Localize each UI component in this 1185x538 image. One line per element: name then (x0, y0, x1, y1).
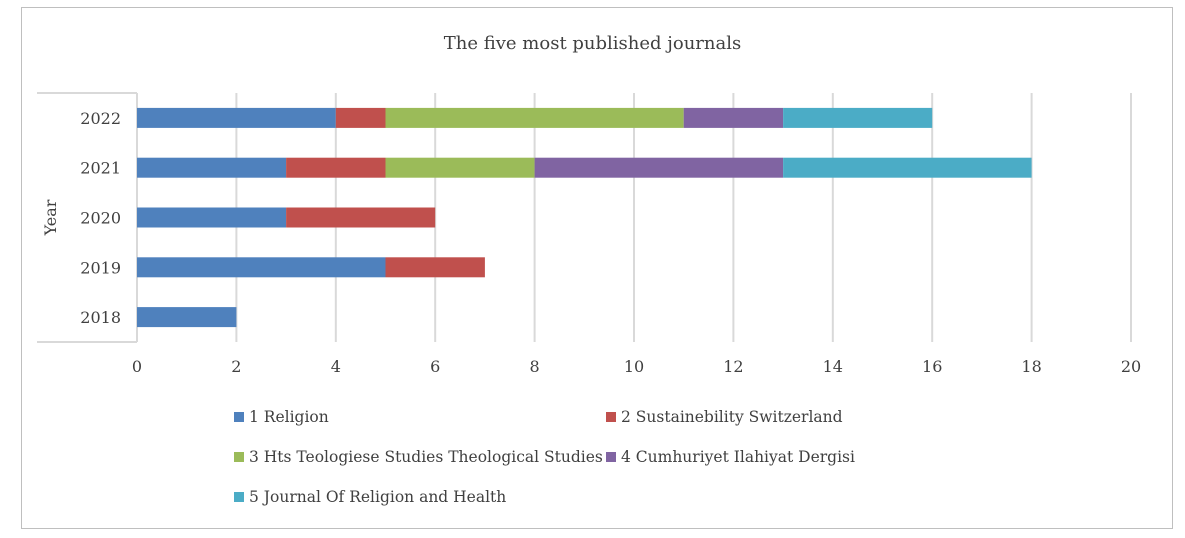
bar-2021-series-5 (783, 157, 1032, 178)
bar-2018-series-1 (137, 307, 237, 328)
bar-2022-series-5 (783, 107, 933, 128)
x-tick-label: 8 (530, 357, 540, 376)
bar-2021-series-2 (286, 157, 386, 178)
x-tick-label: 6 (430, 357, 440, 376)
x-tick-label: 10 (624, 357, 644, 376)
bar-2022-series-2 (335, 107, 386, 128)
bar-2022-series-1 (137, 107, 336, 128)
category-label: 2020 (80, 209, 121, 228)
x-tick-label: 2 (231, 357, 241, 376)
bar-2019-series-2 (385, 257, 485, 278)
bar-2022-series-4 (683, 107, 784, 128)
x-tick-label: 18 (1021, 357, 1041, 376)
x-tick-label: 14 (823, 357, 843, 376)
category-label: 2021 (80, 159, 121, 178)
x-tick-label: 20 (1121, 357, 1141, 376)
category-label: 2019 (80, 258, 121, 277)
x-tick-label: 12 (723, 357, 743, 376)
bar-2020-series-1 (137, 207, 287, 228)
y-axis-title: Year (41, 199, 60, 236)
bar-2021-series-4 (534, 157, 784, 178)
chart-title: The five most published journals (443, 33, 742, 54)
bar-2020-series-2 (286, 207, 436, 228)
x-tick-label: 0 (132, 357, 142, 376)
bar-2022-series-3 (385, 107, 684, 128)
category-label: 2022 (80, 109, 121, 128)
bar-2021-series-3 (385, 157, 535, 178)
x-tick-label: 4 (331, 357, 341, 376)
bar-2019-series-1 (137, 257, 386, 278)
x-tick-label: 16 (922, 357, 942, 376)
category-label: 2018 (80, 308, 121, 327)
bar-2021-series-1 (137, 157, 287, 178)
